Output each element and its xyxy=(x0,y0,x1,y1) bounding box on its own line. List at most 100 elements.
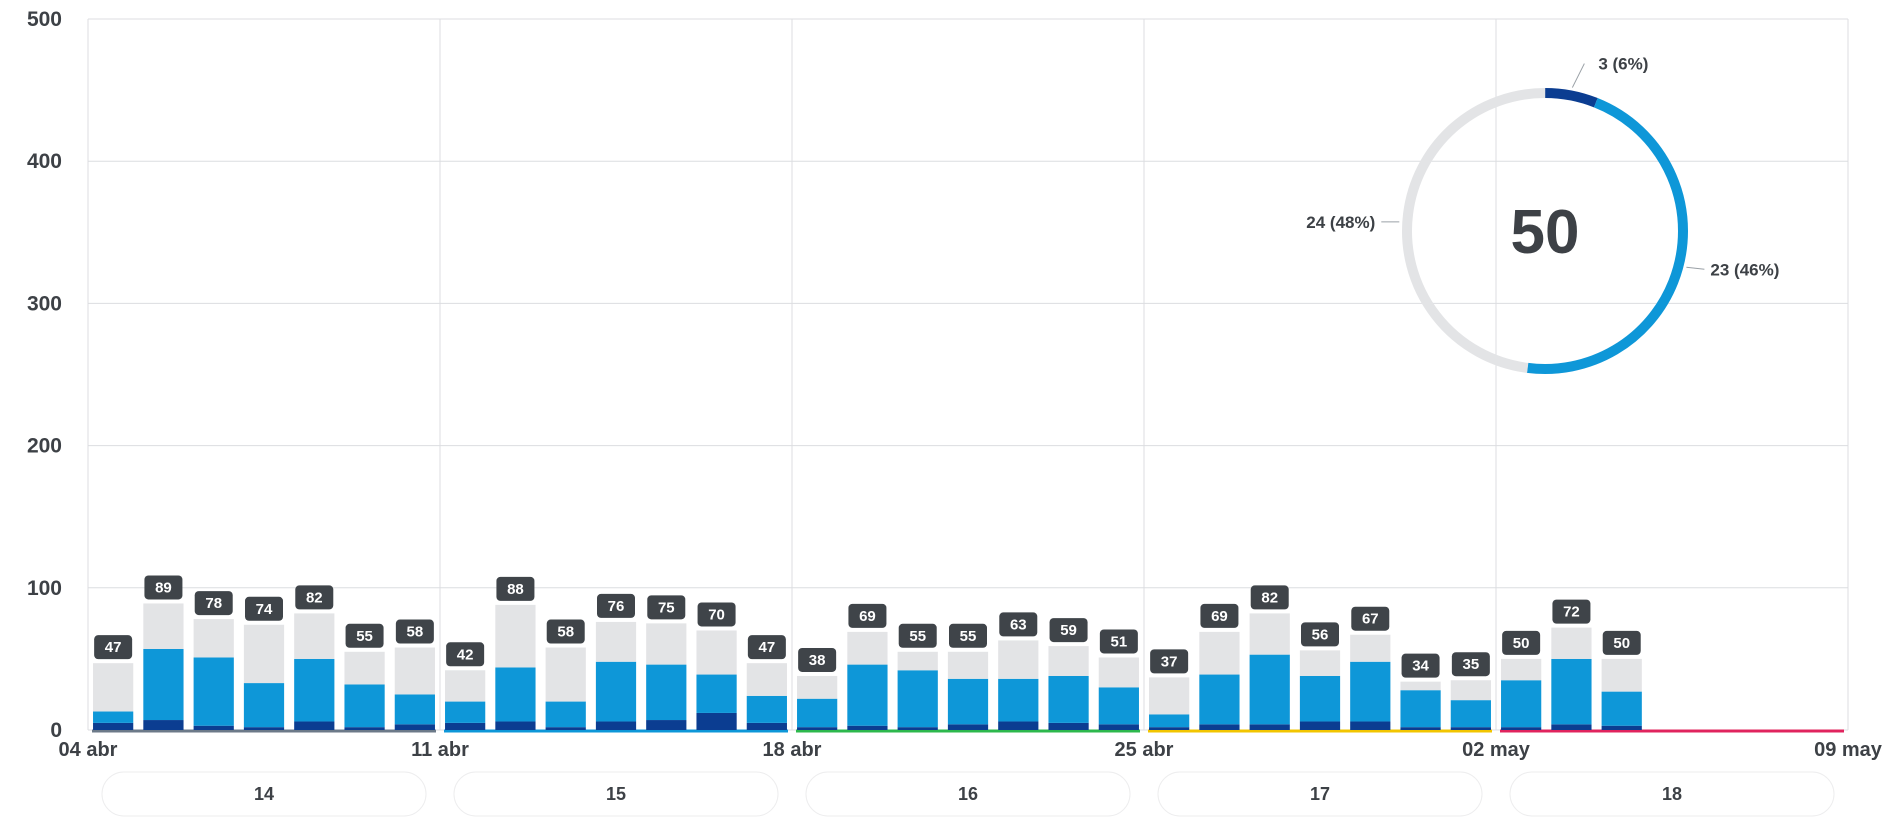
bar-segment[interactable] xyxy=(595,661,637,722)
bar-segment[interactable] xyxy=(847,631,888,665)
bar-segment[interactable] xyxy=(1199,631,1240,675)
bar-segment[interactable] xyxy=(746,722,787,730)
bar-segment[interactable] xyxy=(1199,674,1240,725)
bar-segment[interactable] xyxy=(947,651,989,679)
bar-segment[interactable] xyxy=(1551,724,1592,730)
bar-segment[interactable] xyxy=(1048,675,1089,723)
bar-segment[interactable] xyxy=(998,721,1039,730)
bar-segment[interactable] xyxy=(847,725,888,730)
bar-segment[interactable] xyxy=(294,721,335,730)
bar-segment[interactable] xyxy=(998,678,1039,722)
week-label[interactable]: 14 xyxy=(254,784,274,804)
week-button[interactable] xyxy=(1509,771,1835,817)
week-button[interactable] xyxy=(1157,771,1483,817)
bar-segment[interactable] xyxy=(1350,634,1391,662)
bar-segment[interactable] xyxy=(646,720,687,730)
bar-segment[interactable] xyxy=(1149,677,1190,715)
week-button[interactable] xyxy=(805,771,1131,817)
bar-segment[interactable] xyxy=(1048,722,1089,730)
bar-segment[interactable] xyxy=(1450,727,1491,730)
bar-segment[interactable] xyxy=(1149,714,1190,728)
bar-segment[interactable] xyxy=(595,721,637,730)
week-label[interactable]: 18 xyxy=(1662,784,1682,804)
bar-segment[interactable] xyxy=(93,711,134,723)
bar-segment[interactable] xyxy=(143,603,184,649)
bar-segment[interactable] xyxy=(545,647,586,702)
bar-segment[interactable] xyxy=(1149,727,1190,730)
bar-segment[interactable] xyxy=(1501,680,1542,728)
bar-segment[interactable] xyxy=(344,727,385,730)
bar-segment[interactable] xyxy=(93,663,134,712)
bar-segment[interactable] xyxy=(1400,690,1441,728)
bar-segment[interactable] xyxy=(143,648,184,721)
bar-segment[interactable] xyxy=(545,701,586,728)
bar-segment[interactable] xyxy=(1450,680,1491,701)
bar-segment[interactable] xyxy=(1350,661,1391,722)
bar-segment[interactable] xyxy=(897,727,938,730)
bar-segment[interactable] xyxy=(947,724,989,730)
bar-segment[interactable] xyxy=(897,651,938,671)
bar-segment[interactable] xyxy=(1601,725,1642,730)
bar-segment[interactable] xyxy=(243,683,285,728)
bar-segment[interactable] xyxy=(394,724,435,730)
bar-segment[interactable] xyxy=(1400,681,1441,691)
bar-segment[interactable] xyxy=(1450,700,1491,728)
week-label[interactable]: 17 xyxy=(1310,784,1330,804)
bar-segment[interactable] xyxy=(847,664,888,726)
week-selector[interactable]: 14 15 16 17 18 xyxy=(101,771,1835,817)
bar-segment[interactable] xyxy=(495,721,536,730)
bar-segment[interactable] xyxy=(294,613,335,659)
bar-segment[interactable] xyxy=(696,712,737,730)
bar-segment[interactable] xyxy=(1299,650,1341,676)
bar-segment[interactable] xyxy=(445,722,486,730)
week-label[interactable]: 15 xyxy=(606,784,626,804)
bar-segment[interactable] xyxy=(696,674,737,713)
bar-segment[interactable] xyxy=(495,604,536,668)
bar-segment[interactable] xyxy=(344,651,385,685)
bar-segment[interactable] xyxy=(1048,646,1089,676)
bar-segment[interactable] xyxy=(344,684,385,728)
bar-segment[interactable] xyxy=(797,727,838,730)
bar-segment[interactable] xyxy=(193,725,234,730)
bar-segment[interactable] xyxy=(1601,658,1642,692)
bar-segment[interactable] xyxy=(1098,724,1139,730)
bar-segment[interactable] xyxy=(243,727,285,730)
bar-segment[interactable] xyxy=(243,624,285,684)
bar-segment[interactable] xyxy=(797,698,838,728)
bar-segment[interactable] xyxy=(696,630,737,675)
bar-segment[interactable] xyxy=(1249,724,1290,730)
bar-segment[interactable] xyxy=(193,619,234,658)
bar-segment[interactable] xyxy=(394,694,435,725)
bar-segment[interactable] xyxy=(998,640,1039,679)
bar-segment[interactable] xyxy=(445,701,486,723)
bar-segment[interactable] xyxy=(93,722,134,730)
bar-segment[interactable] xyxy=(394,647,435,695)
week-button[interactable] xyxy=(101,771,427,817)
bar-segment[interactable] xyxy=(1299,721,1341,730)
bar-segment[interactable] xyxy=(1551,627,1592,659)
bar-segment[interactable] xyxy=(646,664,687,721)
bar-segment[interactable] xyxy=(294,658,335,722)
bar-segment[interactable] xyxy=(646,623,687,665)
bar-segment[interactable] xyxy=(1551,658,1592,725)
bar-segment[interactable] xyxy=(746,695,787,723)
bar-segment[interactable] xyxy=(1299,675,1341,722)
bar-segment[interactable] xyxy=(1501,727,1542,730)
bar-segment[interactable] xyxy=(445,670,486,702)
bar-segment[interactable] xyxy=(897,670,938,728)
bar-segment[interactable] xyxy=(1249,654,1290,725)
bar-segment[interactable] xyxy=(1098,657,1139,688)
bar-segment[interactable] xyxy=(595,621,637,662)
bar-segment[interactable] xyxy=(193,657,234,726)
bar-segment[interactable] xyxy=(143,720,184,730)
bar-segment[interactable] xyxy=(495,667,536,722)
bar-segment[interactable] xyxy=(1400,727,1441,730)
bar-segment[interactable] xyxy=(1501,658,1542,681)
bar-segment[interactable] xyxy=(1350,721,1391,730)
bar-segment[interactable] xyxy=(1199,724,1240,730)
bar-segment[interactable] xyxy=(1098,687,1139,725)
bar-segment[interactable] xyxy=(746,663,787,696)
bar-segment[interactable] xyxy=(1249,613,1290,655)
week-button[interactable] xyxy=(453,771,779,817)
week-label[interactable]: 16 xyxy=(958,784,978,804)
